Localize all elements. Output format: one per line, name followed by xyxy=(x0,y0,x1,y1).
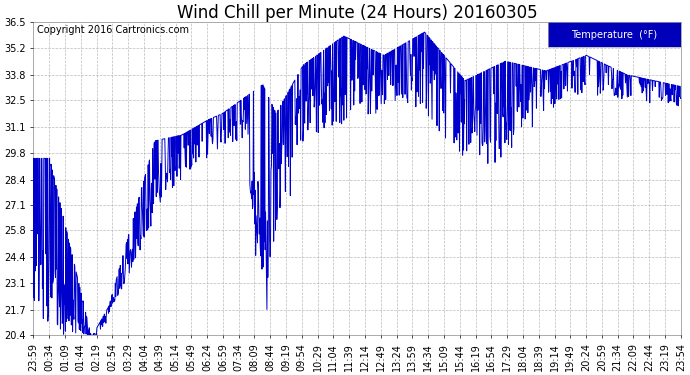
Title: Wind Chill per Minute (24 Hours) 20160305: Wind Chill per Minute (24 Hours) 2016030… xyxy=(177,4,538,22)
Text: Copyright 2016 Cartronics.com: Copyright 2016 Cartronics.com xyxy=(37,26,188,36)
